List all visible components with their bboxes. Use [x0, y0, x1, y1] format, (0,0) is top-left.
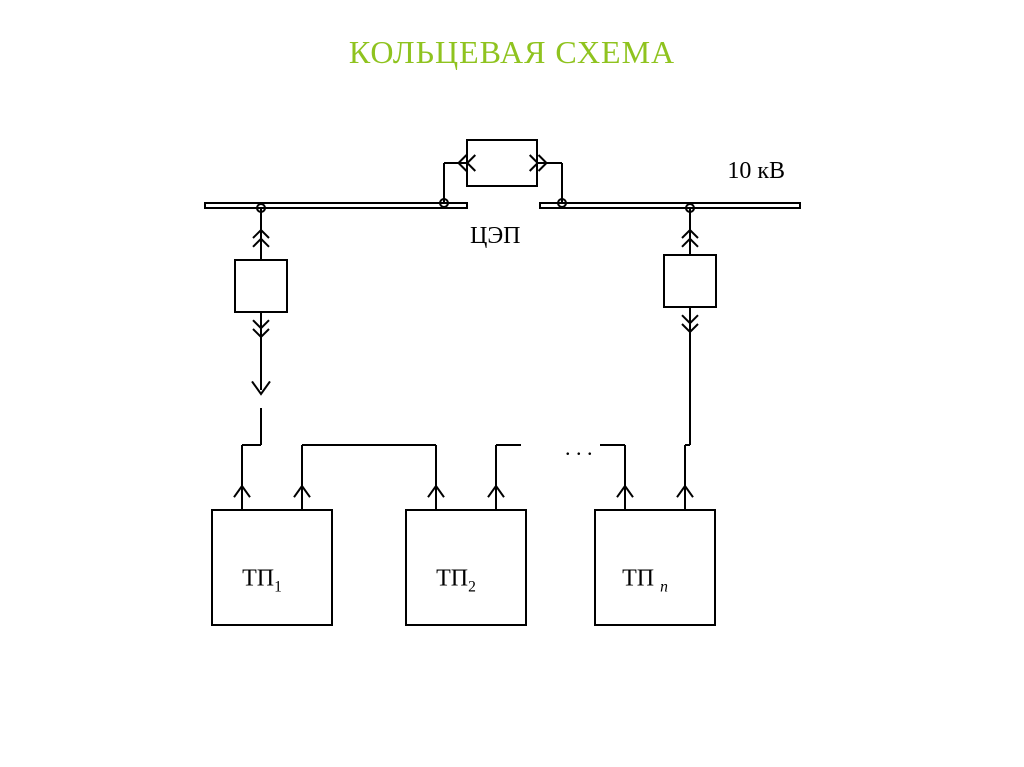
svg-text:. . .: . . . [565, 435, 593, 460]
svg-text:10 кВ: 10 кВ [727, 158, 785, 184]
ring-scheme-diagram: 10 кВ ЦЭП . . . ТП1 ТП2 ТП n [0, 0, 1024, 767]
svg-text:ТП2: ТП2 [436, 566, 476, 596]
svg-text:ТП1: ТП1 [242, 566, 282, 596]
svg-text:ТП n: ТП n [622, 566, 668, 596]
svg-text:ЦЭП: ЦЭП [470, 223, 521, 249]
